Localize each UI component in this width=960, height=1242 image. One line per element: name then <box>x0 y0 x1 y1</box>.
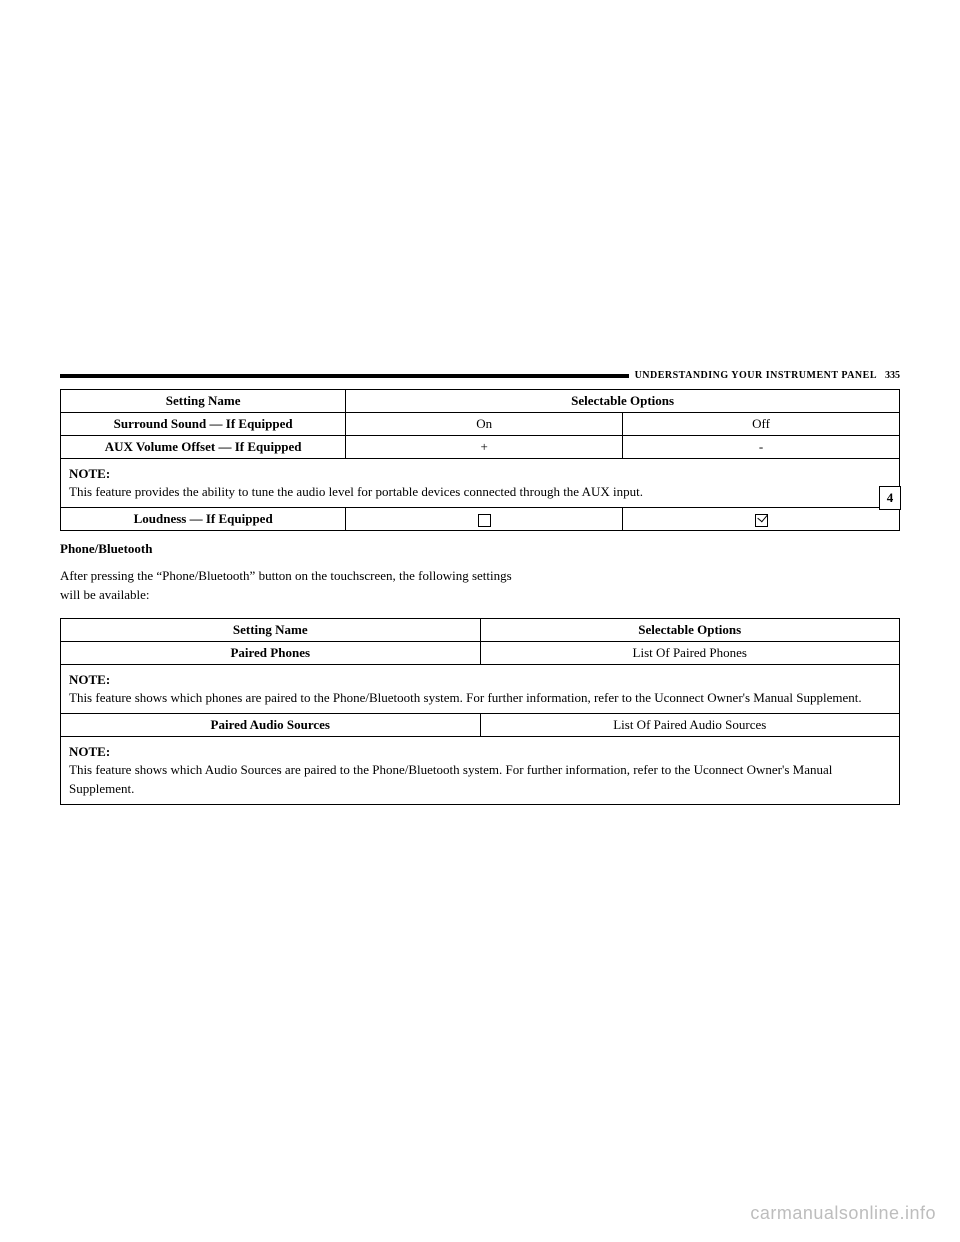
setting-paired-audio: Paired Audio Sources <box>61 714 481 737</box>
option-minus: - <box>623 436 900 459</box>
value-paired-phones: List Of Paired Phones <box>480 641 900 664</box>
table-note-row: NOTE: This feature shows which phones ar… <box>61 664 900 713</box>
setting-surround-sound: Surround Sound — If Equipped <box>61 413 346 436</box>
watermark: carmanualsonline.info <box>750 1203 936 1224</box>
table-row: Paired Phones List Of Paired Phones <box>61 641 900 664</box>
page-number: 335 <box>877 370 900 381</box>
col-setting-name: Setting Name <box>61 390 346 413</box>
settings-table-1-wrap: Setting Name Selectable Options Surround… <box>60 389 900 531</box>
checkbox-unchecked-cell <box>346 508 623 531</box>
page-header: UNDERSTANDING YOUR INSTRUMENT PANEL 335 <box>60 370 900 381</box>
settings-table-2: Setting Name Selectable Options Paired P… <box>60 618 900 805</box>
note-label: NOTE: <box>69 672 110 687</box>
note-cell: NOTE: This feature shows which phones ar… <box>61 664 900 713</box>
section-intro-text: After pressing the “Phone/Bluetooth” but… <box>60 567 522 603</box>
table-note-row: NOTE: This feature shows which Audio Sou… <box>61 737 900 805</box>
settings-table-1: Setting Name Selectable Options Surround… <box>60 389 900 531</box>
table-row: Paired Audio Sources List Of Paired Audi… <box>61 714 900 737</box>
checkbox-checked-icon <box>755 514 768 527</box>
header-section-title: UNDERSTANDING YOUR INSTRUMENT PANEL <box>629 370 877 381</box>
checkbox-checked-cell <box>623 508 900 531</box>
table-row: Loudness — If Equipped <box>61 508 900 531</box>
option-off: Off <box>623 413 900 436</box>
setting-paired-phones: Paired Phones <box>61 641 481 664</box>
page-content: UNDERSTANDING YOUR INSTRUMENT PANEL 335 … <box>60 370 900 805</box>
option-on: On <box>346 413 623 436</box>
table-row: Surround Sound — If Equipped On Off <box>61 413 900 436</box>
col-selectable-options: Selectable Options <box>480 618 900 641</box>
note-text: This feature provides the ability to tun… <box>69 484 643 499</box>
setting-aux-volume: AUX Volume Offset — If Equipped <box>61 436 346 459</box>
section-title-phone-bluetooth: Phone/Bluetooth <box>60 541 900 557</box>
note-label: NOTE: <box>69 466 110 481</box>
header-rule <box>60 374 629 378</box>
note-label: NOTE: <box>69 744 110 759</box>
table-note-row: NOTE: This feature provides the ability … <box>61 459 900 508</box>
chapter-tab: 4 <box>879 486 901 510</box>
setting-loudness: Loudness — If Equipped <box>61 508 346 531</box>
table-header-row: Setting Name Selectable Options <box>61 390 900 413</box>
col-setting-name: Setting Name <box>61 618 481 641</box>
note-text: This feature shows which phones are pair… <box>69 690 862 705</box>
checkbox-icon <box>478 514 491 527</box>
col-selectable-options: Selectable Options <box>346 390 900 413</box>
table-row: AUX Volume Offset — If Equipped + - <box>61 436 900 459</box>
value-paired-audio: List Of Paired Audio Sources <box>480 714 900 737</box>
table-header-row: Setting Name Selectable Options <box>61 618 900 641</box>
note-cell: NOTE: This feature shows which Audio Sou… <box>61 737 900 805</box>
option-plus: + <box>346 436 623 459</box>
note-text: This feature shows which Audio Sources a… <box>69 762 832 795</box>
note-cell: NOTE: This feature provides the ability … <box>61 459 900 508</box>
